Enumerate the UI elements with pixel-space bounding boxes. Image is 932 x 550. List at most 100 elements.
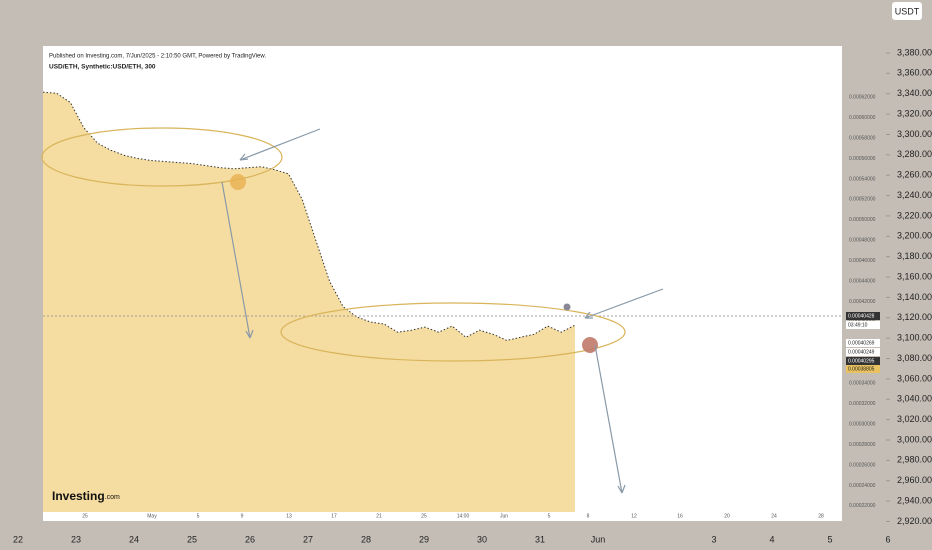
- y-tick-label: 0.00060000: [849, 115, 876, 121]
- marker: [230, 174, 246, 190]
- x-tick-label: 30: [477, 534, 487, 544]
- y-tick-label: 0.00032000: [849, 401, 876, 407]
- x-tick-label: 25: [82, 513, 88, 519]
- published: Published on Investing.com, 7/Jun/2025 -…: [49, 54, 266, 60]
- price-line: [42, 91, 576, 341]
- y-tick-label: 3,080.00: [897, 353, 932, 363]
- y-tick-label: 0.00056000: [849, 156, 876, 162]
- y-tick-label: 3,120.00: [897, 312, 932, 322]
- price-tag: 0.00040295: [848, 358, 875, 364]
- y-tick-label: 3,100.00: [897, 333, 932, 343]
- y-tick-label: 0.00062000: [849, 95, 876, 101]
- y-tick-label: 3,180.00: [897, 251, 932, 261]
- y-tick-label: 0.00050000: [849, 217, 876, 223]
- x-tick-label: Jun: [591, 534, 606, 544]
- y-tick-label: 0.00022000: [849, 503, 876, 509]
- y-tick-label: 2,940.00: [897, 495, 932, 505]
- x-tick-label: 29: [419, 534, 429, 544]
- ellipse: [41, 127, 283, 187]
- axis-label: USDT: [895, 6, 920, 16]
- y-tick-label: 0.00034000: [849, 381, 876, 387]
- y-tick-label: 3,020.00: [897, 414, 932, 424]
- price-tag-bg: [846, 365, 880, 373]
- y-tick-label: 3,160.00: [897, 271, 932, 281]
- price-tag-bg: [846, 348, 880, 356]
- x-tick-label: 4: [769, 534, 774, 544]
- price-tag: 0.00038805: [848, 366, 875, 372]
- x-tick-label: 12: [631, 513, 637, 519]
- x-tick-label: 25: [421, 513, 427, 519]
- y-tick-label: 0.00058000: [849, 135, 876, 141]
- x-tick-label: 16: [677, 513, 683, 519]
- y-tick-label: 2,920.00: [897, 516, 932, 526]
- y-tick-label: 3,240.00: [897, 190, 932, 200]
- y-tick-label: 3,320.00: [897, 108, 932, 118]
- x-tick-label: 5: [197, 513, 200, 519]
- x-tick-label: 26: [245, 534, 255, 544]
- y-tick-label: 3,040.00: [897, 394, 932, 404]
- y-tick-label: 0.00042000: [849, 299, 876, 305]
- x-tick-label: 24: [129, 534, 139, 544]
- x-tick-label: 21: [376, 513, 382, 519]
- x-tick-label: 25: [187, 534, 197, 544]
- x-tick-label: 8: [587, 513, 590, 519]
- price-tag-bg: [846, 312, 880, 320]
- y-tick-label: 3,340.00: [897, 88, 932, 98]
- price-tag-bg: [846, 321, 880, 329]
- x-tick-label: 31: [535, 534, 545, 544]
- y-tick-label: 0.00046000: [849, 258, 876, 264]
- y-tick-label: 0.00024000: [849, 483, 876, 489]
- marker: [563, 303, 571, 311]
- y-tick-label: 3,380.00: [897, 47, 932, 57]
- y-tick-label: 0.00052000: [849, 197, 876, 203]
- price-tag: 0.00040249: [848, 349, 875, 355]
- inner-title: USD/ETH, Synthetic:USD/ETH, 300: [49, 64, 156, 71]
- price-tag-bg: [846, 339, 880, 347]
- y-tick-label: 3,060.00: [897, 373, 932, 383]
- x-tick-label: 3: [711, 534, 716, 544]
- y-tick-label: 3,000.00: [897, 434, 932, 444]
- x-tick-label: 13: [286, 513, 292, 519]
- x-tick-label: Jun: [500, 513, 508, 519]
- x-tick-label: 28: [818, 513, 824, 519]
- y-tick-label: 0.00054000: [849, 176, 876, 182]
- y-tick-label: 0.00026000: [849, 462, 876, 468]
- logo: Investing.com: [52, 489, 120, 503]
- x-tick-label: 22: [13, 534, 23, 544]
- y-tick-label: 3,360.00: [897, 68, 932, 78]
- y-tick-label: 3,300.00: [897, 129, 932, 139]
- x-tick-label: 23: [71, 534, 81, 544]
- inner-plot: 0.00022000 0.00024000 0.00026000 0.00028000…: [42, 91, 880, 519]
- y-tick-label: 3,280.00: [897, 149, 932, 159]
- arrows: [221, 128, 664, 494]
- logo-text: Investing: [52, 489, 105, 503]
- price-tag: 0.00040269: [848, 340, 875, 346]
- x-tick-label: 17: [331, 513, 337, 519]
- x-tick-label: 27: [303, 534, 313, 544]
- axis-badge: [892, 2, 922, 20]
- y-tick-label: 0.00044000: [849, 278, 876, 284]
- x-tick-label: May: [147, 513, 157, 519]
- y-tick-label: 3,260.00: [897, 170, 932, 180]
- x-tick-label: 6: [885, 534, 890, 544]
- marker: [582, 337, 598, 353]
- x-tick-label: 5: [827, 534, 832, 544]
- x-tick-label: 14:00: [457, 513, 470, 519]
- logo-suffix: .com: [105, 494, 120, 501]
- y-tick-label: 0.00028000: [849, 442, 876, 448]
- y-tick-label: 2,960.00: [897, 475, 932, 485]
- x-tick-label: 20: [724, 513, 730, 519]
- y-tick-label: 0.00048000: [849, 238, 876, 244]
- price-tag-bg: [846, 357, 880, 365]
- x-tick-label: 5: [548, 513, 551, 519]
- price-tag: 0.00040428: [848, 313, 875, 319]
- y-tick-label: 3,200.00: [897, 231, 932, 241]
- ellipse: [280, 302, 626, 362]
- y-tick-label: 3,220.00: [897, 210, 932, 220]
- y-tick-label: 0.00030000: [849, 421, 876, 427]
- area: [43, 92, 575, 512]
- x-tick-label: 9: [241, 513, 244, 519]
- x-tick-label: 24: [771, 513, 777, 519]
